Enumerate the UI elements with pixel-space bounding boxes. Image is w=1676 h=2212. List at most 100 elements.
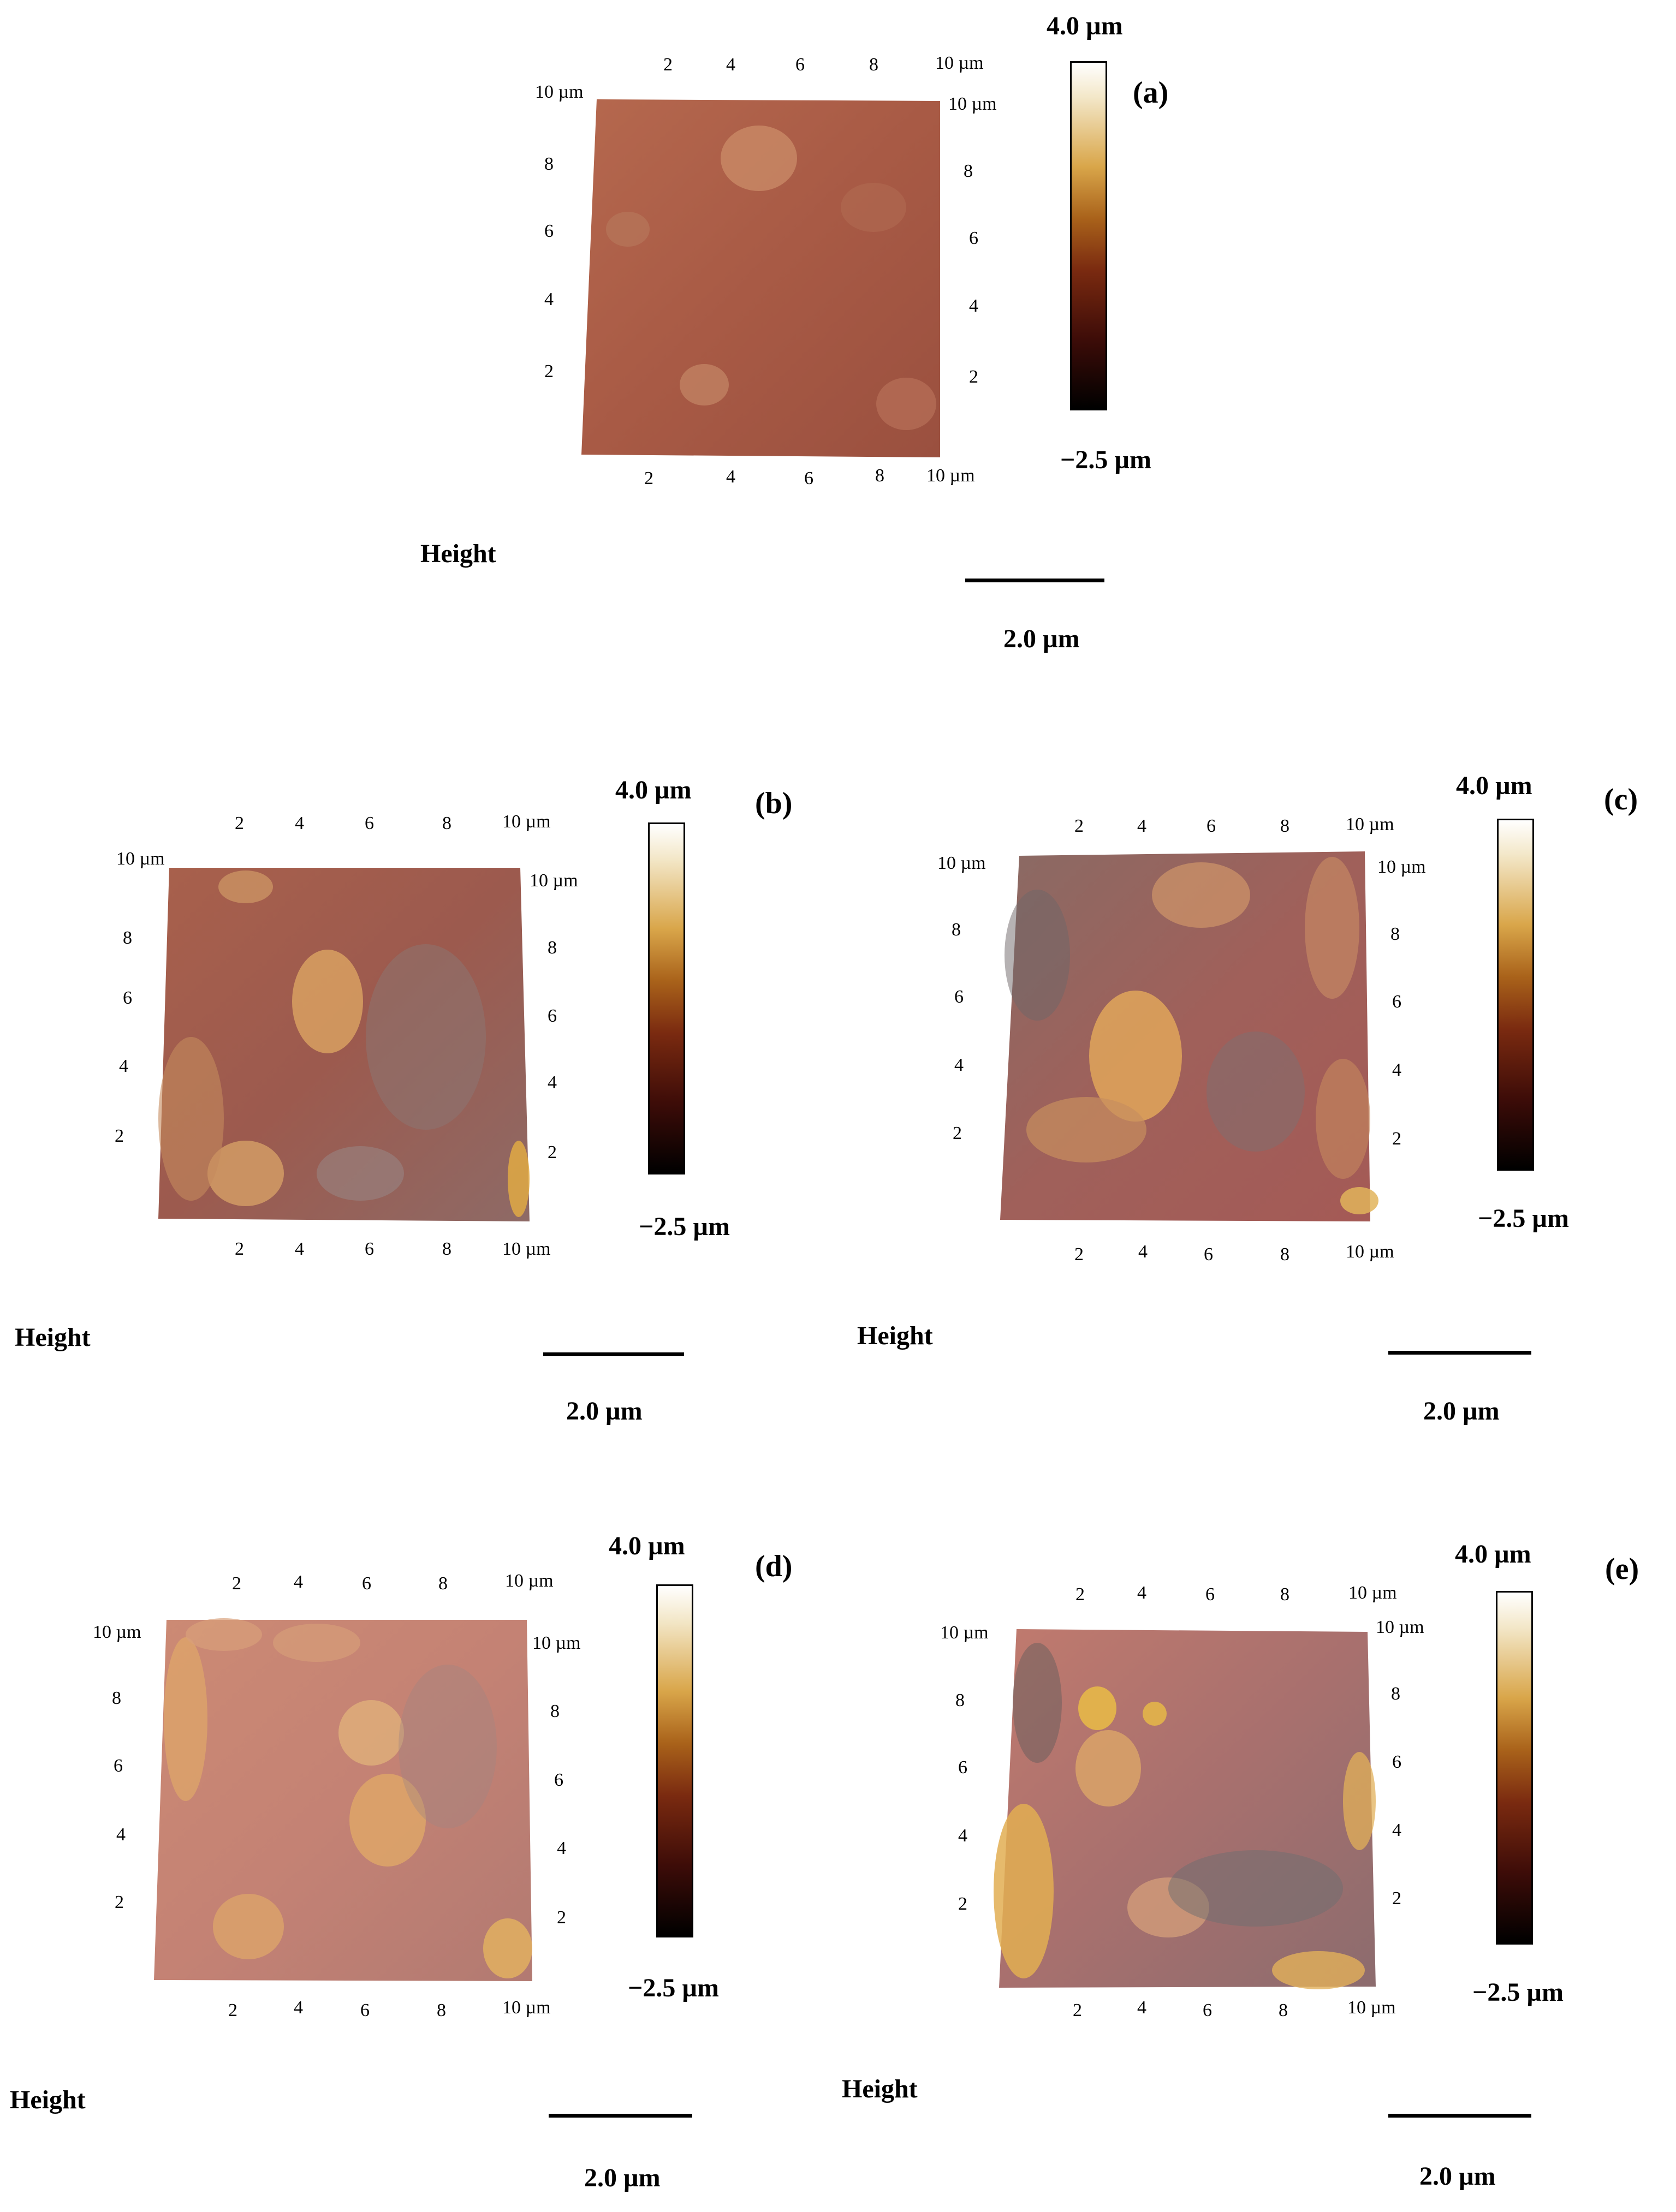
left-tick: 6: [958, 1757, 967, 1778]
right-tick: 10 µm: [530, 871, 578, 891]
bottom-tick: 6: [804, 468, 813, 488]
bottom-tick: 2: [644, 468, 653, 488]
right-tick: 2: [1392, 1888, 1401, 1909]
bottom-tick: 4: [294, 1998, 303, 2018]
right-tick: 4: [548, 1072, 557, 1093]
colorbar-min-label: −2.5 µm: [1472, 1978, 1564, 2007]
right-tick: 8: [1391, 1684, 1400, 1704]
left-tick: 4: [544, 289, 554, 309]
top-tick: 2: [663, 55, 673, 75]
bottom-tick: 6: [1204, 1244, 1213, 1265]
left-tick: 10 µm: [940, 1623, 989, 1643]
scale-bar: [1388, 1351, 1531, 1355]
right-tick: 6: [1392, 992, 1401, 1012]
right-tick: 2: [557, 1907, 566, 1928]
scale-bar-label: 2.0 µm: [1419, 2162, 1496, 2191]
left-tick: 4: [119, 1056, 128, 1076]
scale-bar-label: 2.0 µm: [566, 1397, 643, 1426]
scale-bar: [965, 579, 1104, 582]
colorbar-min-label: −2.5 µm: [1060, 445, 1151, 474]
top-tick: 2: [235, 813, 244, 833]
bottom-tick: 4: [726, 467, 735, 487]
bottom-tick: 2: [1074, 1244, 1084, 1265]
left-tick: 10 µm: [535, 82, 584, 102]
scale-bar: [549, 2114, 692, 2118]
top-tick: 2: [1075, 1584, 1085, 1605]
top-tick: 10 µm: [505, 1571, 554, 1591]
scale-bar-label: 2.0 µm: [584, 2163, 661, 2192]
colorbar: [1070, 61, 1107, 410]
right-tick: 2: [1392, 1129, 1401, 1149]
bottom-tick: 2: [235, 1239, 244, 1259]
top-tick: 8: [438, 1573, 448, 1594]
top-tick: 8: [442, 813, 451, 833]
top-tick: 4: [295, 813, 304, 833]
right-tick: 10 µm: [1377, 857, 1426, 877]
panel-letter: (a): [1133, 76, 1169, 110]
left-tick: 6: [123, 988, 132, 1008]
colorbar: [656, 1584, 693, 1937]
top-tick: 6: [362, 1573, 371, 1594]
left-tick: 8: [952, 920, 961, 940]
bottom-tick: 2: [228, 2000, 237, 2020]
channel-label: Height: [10, 2085, 86, 2114]
right-tick: 6: [554, 1770, 563, 1790]
bottom-tick: 6: [360, 2000, 370, 2020]
top-tick: 6: [795, 55, 805, 75]
left-tick: 6: [114, 1756, 123, 1776]
bottom-tick: 10 µm: [1346, 1242, 1394, 1262]
left-tick: 6: [544, 221, 554, 241]
panel-letter: (e): [1605, 1552, 1639, 1586]
top-tick: 4: [294, 1572, 303, 1592]
bottom-tick: 4: [1137, 1998, 1146, 2018]
top-tick: 2: [232, 1573, 241, 1594]
left-tick: 2: [115, 1126, 124, 1146]
colorbar-min-label: −2.5 µm: [628, 1973, 719, 2002]
bottom-tick: 2: [1073, 2000, 1082, 2020]
colorbar-max-label: 4.0 µm: [615, 776, 692, 804]
left-tick: 10 µm: [937, 853, 986, 873]
left-tick: 4: [116, 1825, 126, 1845]
top-tick: 6: [365, 813, 374, 833]
colorbar-min-label: −2.5 µm: [1478, 1204, 1569, 1233]
left-tick: 8: [955, 1690, 965, 1710]
bottom-tick: 10 µm: [502, 1239, 551, 1259]
top-tick: 8: [1280, 1584, 1289, 1605]
bottom-tick: 8: [1280, 1244, 1289, 1265]
right-tick: 2: [969, 367, 978, 387]
top-tick: 6: [1207, 816, 1216, 836]
right-tick: 2: [548, 1142, 557, 1162]
colorbar: [1497, 819, 1534, 1171]
left-tick: 8: [112, 1688, 121, 1708]
bottom-tick: 10 µm: [926, 466, 975, 486]
top-tick: 4: [1137, 1583, 1146, 1603]
left-tick: 2: [115, 1892, 124, 1912]
left-tick: 4: [954, 1055, 964, 1075]
left-tick: 10 µm: [93, 1622, 141, 1642]
bottom-tick: 8: [1279, 2000, 1288, 2020]
colorbar: [648, 822, 685, 1174]
left-tick: 10 µm: [116, 849, 165, 869]
right-tick: 10 µm: [1376, 1617, 1424, 1637]
top-tick: 10 µm: [502, 812, 551, 832]
channel-label: Height: [15, 1323, 91, 1352]
colorbar-max-label: 4.0 µm: [609, 1531, 685, 1560]
left-tick: 8: [544, 154, 554, 174]
panel-letter: (b): [755, 786, 793, 820]
right-tick: 6: [1392, 1752, 1401, 1772]
bottom-tick: 8: [437, 2000, 446, 2020]
right-tick: 4: [557, 1838, 566, 1858]
bottom-tick: 10 µm: [502, 1998, 551, 2018]
scale-bar: [543, 1352, 684, 1356]
bottom-tick: 10 µm: [1347, 1998, 1396, 2018]
left-tick: 2: [958, 1894, 967, 1914]
scale-bar-label: 2.0 µm: [1423, 1397, 1500, 1426]
left-tick: 8: [123, 928, 132, 948]
channel-label: Height: [842, 2074, 918, 2103]
